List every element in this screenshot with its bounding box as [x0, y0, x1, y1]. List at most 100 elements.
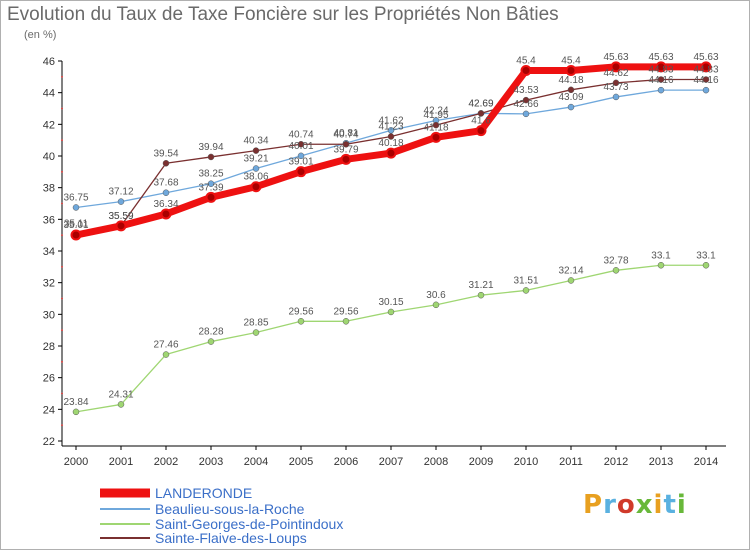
data-label-3: 39.94 — [198, 142, 223, 153]
x-tick-label: 2014 — [694, 456, 718, 468]
data-point-0 — [70, 229, 82, 241]
data-point-1 — [702, 86, 710, 94]
y-tick-label: 38 — [43, 183, 55, 195]
legend-label: Saint-Georges-de-Pointindoux — [155, 516, 343, 532]
y-minor-tick — [61, 297, 63, 300]
data-point-2 — [657, 262, 665, 269]
y-minor-tick — [61, 107, 63, 110]
data-label-3: 40.74 — [288, 129, 313, 140]
data-point-3 — [252, 147, 260, 154]
data-labels: 23.84 24.31 27.46 28.28 28.85 29.56 29.56 30.15… — [63, 52, 718, 408]
data-label-1: 42.66 — [513, 99, 538, 110]
y-minor-tick — [61, 170, 63, 173]
logo-letter: x — [635, 490, 654, 520]
x-tick-label: 2007 — [379, 456, 403, 468]
data-point-3 — [162, 160, 170, 167]
data-label-2: 23.84 — [63, 397, 88, 408]
data-label-3: 44.83 — [693, 65, 718, 76]
x-tick-label: 2008 — [424, 456, 448, 468]
y-tick-label: 34 — [43, 246, 55, 258]
axes: 22 24 26 28 30 32 34 36 38 40 42 44 46 2000 2001 2002 20… — [43, 56, 726, 468]
x-tick-label: 2000 — [64, 456, 88, 468]
data-label-2: 32.14 — [558, 265, 583, 276]
legend-label: LANDERONDE — [155, 485, 252, 501]
data-point-2 — [117, 401, 125, 408]
data-point-3 — [297, 141, 305, 148]
data-label-2: 29.56 — [333, 306, 358, 317]
y-minor-tick — [61, 75, 63, 78]
y-minor-tick — [61, 265, 63, 268]
x-tick-label: 2004 — [244, 456, 268, 468]
data-label-2: 31.21 — [468, 280, 493, 291]
data-point-0 — [430, 131, 442, 143]
y-tick-label: 40 — [43, 151, 55, 163]
data-label-3: 42.69 — [468, 98, 493, 109]
data-label-3: 39.54 — [153, 148, 178, 159]
x-tick-label: 2012 — [604, 456, 628, 468]
data-point-2 — [567, 277, 575, 284]
logo-letter: P — [583, 490, 604, 520]
chart-title: Evolution du Taux de Taxe Foncière sur l… — [7, 4, 559, 25]
y-tick-label: 36 — [43, 214, 55, 226]
data-point-1 — [117, 198, 125, 205]
x-tick-label: 2011 — [559, 456, 583, 468]
y-tick-label: 24 — [43, 404, 55, 416]
data-point-2 — [387, 308, 395, 316]
x-tick-label: 2013 — [649, 456, 673, 468]
data-label-0: 35.59 — [108, 211, 133, 222]
data-point-1 — [207, 180, 215, 187]
data-point-0 — [565, 65, 577, 76]
data-label-1: 37.12 — [108, 187, 133, 198]
data-point-2 — [612, 267, 620, 274]
data-point-0 — [700, 61, 712, 73]
y-unit-label: (en %) — [24, 29, 57, 41]
data-point-0 — [520, 65, 532, 76]
data-point-1 — [72, 204, 80, 211]
data-point-1 — [252, 165, 260, 172]
data-point-3 — [387, 133, 395, 140]
data-label-3: 44.18 — [558, 75, 583, 86]
y-tick-label: 42 — [43, 119, 55, 131]
data-label-0: 41.18 — [423, 122, 448, 133]
data-label-3: 41.23 — [378, 122, 403, 133]
data-label-2: 24.31 — [108, 389, 133, 400]
data-point-3 — [702, 76, 710, 83]
data-point-3 — [207, 153, 215, 161]
data-point-3 — [567, 86, 575, 94]
y-minor-tick — [61, 360, 63, 363]
data-point-2 — [207, 338, 215, 345]
x-tick-label: 2006 — [334, 456, 358, 468]
data-label-3: 44.83 — [648, 65, 673, 76]
logo-letter: i — [676, 490, 687, 520]
data-point-0 — [115, 220, 127, 232]
data-label-0: 45.4 — [516, 56, 536, 67]
data-point-3 — [657, 76, 665, 83]
data-label-1: 36.75 — [63, 192, 88, 203]
data-label-0: 37.39 — [198, 182, 223, 193]
data-point-3 — [612, 79, 620, 87]
legend-label: Beaulieu-sous-la-Roche — [155, 501, 305, 517]
proxiti-logo: Proxiti — [583, 490, 687, 520]
data-label-3: 40.34 — [243, 136, 268, 147]
data-label-2: 29.56 — [288, 306, 313, 317]
data-label-0: 45.63 — [603, 52, 628, 63]
data-label-0: 45.63 — [693, 52, 718, 63]
data-point-3 — [522, 96, 530, 104]
data-label-1: 41.62 — [378, 115, 403, 126]
x-tick-label: 2009 — [469, 456, 493, 468]
data-label-0: 38.06 — [243, 172, 268, 183]
data-label-0: 45.4 — [561, 56, 581, 67]
data-label-3: 41.95 — [423, 110, 448, 121]
y-tick-label: 28 — [43, 341, 55, 353]
data-label-3: 35.59 — [108, 211, 133, 222]
data-label-3: 40.74 — [333, 129, 358, 140]
data-label-2: 30.15 — [378, 297, 403, 308]
data-label-1: 42.69 — [468, 98, 493, 109]
data-label-2: 30.6 — [426, 290, 446, 301]
x-tick-label: 2005 — [289, 456, 313, 468]
data-label-2: 33.1 — [696, 250, 716, 261]
data-label-1: 43.73 — [603, 82, 628, 93]
data-label-2: 28.28 — [198, 327, 223, 338]
y-tick-label: 30 — [43, 309, 55, 321]
logo-letter: r — [603, 490, 617, 520]
